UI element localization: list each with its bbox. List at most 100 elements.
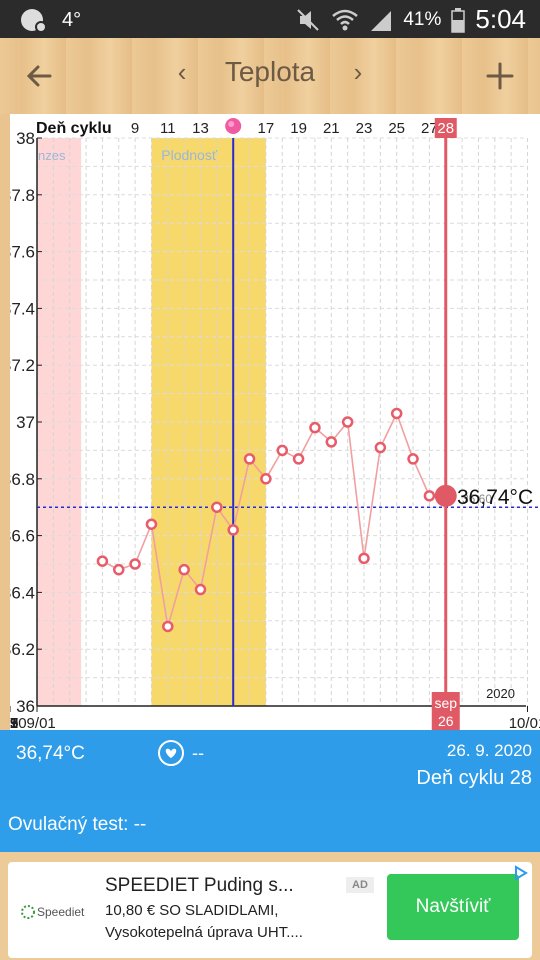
y-tick-label: 36 xyxy=(16,697,35,716)
cycle-day-tick-label: 27 xyxy=(421,120,438,137)
temperature-point xyxy=(423,490,436,502)
day-info-bar: 36,74°C -- 26. 9. 2020 Deň cyklu 28 xyxy=(0,730,540,800)
page-title: Teplota xyxy=(224,56,316,87)
intercourse-value: -- xyxy=(192,743,204,763)
temperature-point xyxy=(325,436,338,448)
x-tick-label: 13 xyxy=(10,715,18,730)
y-tick-label: 37.4 xyxy=(10,299,35,318)
x-tick-label: 09 xyxy=(10,715,18,730)
year-label: 2020 xyxy=(486,686,515,701)
ad-badge: AD xyxy=(346,877,374,893)
temperature-series-line xyxy=(102,411,446,627)
battery-icon xyxy=(451,7,466,33)
cycle-day-axis-title: Deň cyklu xyxy=(36,120,112,137)
previous-chart-button[interactable]: ‹ xyxy=(177,57,187,87)
x-tick-label: 09/01 xyxy=(18,715,56,730)
temperature-point xyxy=(113,563,125,576)
ad-banner[interactable]: Speediet SPEEDIET Puding s... AD 10,80 €… xyxy=(8,862,532,958)
x-tick-label: 29 xyxy=(10,715,18,730)
temperature-indicator: 4° xyxy=(62,8,82,31)
selected-temperature: 36,74°C xyxy=(16,743,85,764)
temperature-point xyxy=(309,421,321,434)
ad-container: Speediet SPEEDIET Puding s... AD 10,80 €… xyxy=(0,852,540,960)
y-tick-label: 36.4 xyxy=(10,583,35,602)
temperature-point xyxy=(194,583,207,596)
temperature-point xyxy=(162,620,174,633)
temperature-point xyxy=(390,407,403,420)
x-tick-label: 27 xyxy=(10,715,18,730)
cycle-day-tick-label: 23 xyxy=(356,120,373,137)
today-month: sep xyxy=(434,695,457,711)
cycle-day-tick-label: 13 xyxy=(192,120,209,137)
x-tick-label: 07 xyxy=(10,715,18,730)
temperature-chart[interactable]: 36 36.2 36.4 36.6 36.8 37 37.2 37.4 37.6 37.8 38 09… xyxy=(10,114,540,730)
fertile-window-label: Plodnosť xyxy=(161,147,218,163)
today-day: 26 xyxy=(438,713,454,729)
back-arrow-icon[interactable] xyxy=(20,56,60,96)
mute-icon xyxy=(297,8,320,31)
x-tick-label: 03 xyxy=(10,715,18,730)
cycle-day: Deň cyklu 28 xyxy=(416,767,532,789)
chart-canvas[interactable]: 36 36.2 36.4 36.6 36.8 37 37.2 37.4 37.6 37.8 38 09… xyxy=(10,114,540,730)
heart-icon[interactable] xyxy=(158,740,184,766)
ovulation-marker-highlight xyxy=(228,121,235,127)
temperature-point xyxy=(96,555,109,567)
y-tick-label: 37 xyxy=(16,413,35,432)
x-tick-label: 17 xyxy=(10,715,18,730)
x-tick-label: 21 xyxy=(10,715,18,730)
y-tick-label: 37.8 xyxy=(10,186,35,205)
temperature-point xyxy=(227,524,239,536)
temperature-point xyxy=(129,558,141,570)
temperature-point xyxy=(145,518,158,530)
y-tick-label: 36.2 xyxy=(10,640,35,659)
svg-text:Speediet: Speediet xyxy=(37,905,85,919)
today-date-tag xyxy=(431,692,460,730)
temperature-point xyxy=(243,453,256,465)
temperature-point xyxy=(358,552,370,565)
temperature-point xyxy=(374,441,387,454)
x-tick-label: 10/01 xyxy=(509,715,540,730)
temperature-point xyxy=(178,563,190,576)
status-bar: 4° 41% 5:04 xyxy=(0,0,540,38)
x-tick-label: 11 xyxy=(10,715,18,730)
signal-icon xyxy=(371,10,392,31)
temperature-point xyxy=(276,444,288,457)
y-tick-label: 37.2 xyxy=(10,356,35,375)
notification-icon xyxy=(21,9,47,33)
app-bar: ‹ Teplota › xyxy=(0,38,540,114)
y-tick-label: 36.6 xyxy=(10,527,35,546)
ad-description-line-2: Vysokotepelná úprava UHT.... xyxy=(105,924,303,941)
today-cycle-tag xyxy=(434,118,457,138)
x-tick-label: 25 xyxy=(10,715,18,730)
y-tick-label: 36.8 xyxy=(10,470,35,489)
ad-description-line-1: 10,80 € SO SLADIDLAMI, xyxy=(105,902,279,919)
wifi-icon xyxy=(332,9,359,30)
next-chart-button[interactable]: › xyxy=(353,57,363,87)
today-cycle-day: 28 xyxy=(437,120,454,137)
selected-date: 26. 9. 2020 xyxy=(446,741,532,760)
speediet-logo: Speediet xyxy=(21,905,85,919)
add-entry-icon[interactable] xyxy=(480,56,520,96)
temperature-point xyxy=(211,501,223,513)
current-value-label: 36,74°C xyxy=(457,486,533,509)
temperature-point xyxy=(260,473,272,485)
battery-percent: 41% xyxy=(403,8,442,30)
cycle-day-tick-label: 25 xyxy=(388,120,405,137)
x-tick-label: 23 xyxy=(10,715,18,730)
adchoices-icon[interactable] xyxy=(512,864,530,882)
temperature-point xyxy=(292,453,305,465)
cycle-day-tick-label: 21 xyxy=(323,120,340,137)
y-tick-label: 37.6 xyxy=(10,243,35,262)
temperature-point xyxy=(341,416,354,428)
ad-title[interactable]: SPEEDIET Puding s... xyxy=(105,875,294,896)
cycle-day-tick-label: 17 xyxy=(258,120,275,137)
current-temperature-point xyxy=(434,484,457,507)
x-tick-label: 19 xyxy=(10,715,18,730)
ovulation-test-bar[interactable]: Ovulačný test: -- xyxy=(0,800,540,852)
y-tick-label: 38 xyxy=(16,129,35,148)
ad-visit-button[interactable]: Navštíviť xyxy=(387,874,519,940)
x-tick-label: 15 xyxy=(10,715,18,730)
ovulation-test-label: Ovulačný test: -- xyxy=(8,814,147,835)
cycle-day-tick-label: 9 xyxy=(131,120,139,137)
clock: 5:04 xyxy=(475,4,526,34)
